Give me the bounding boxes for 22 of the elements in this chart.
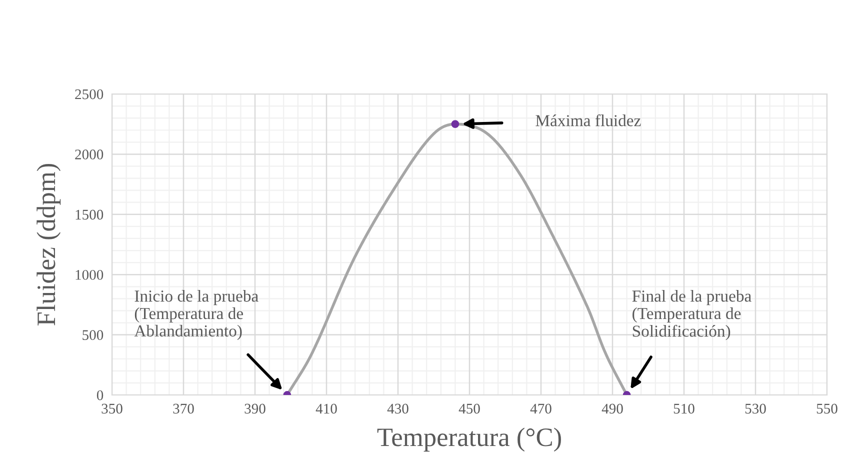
y-tick-label: 1000: [76, 270, 104, 280]
x-tick-label: 350: [102, 404, 122, 414]
x-tick-label: 430: [387, 404, 408, 414]
x-tick-label: 550: [816, 404, 838, 414]
x-tick-label: 490: [602, 404, 623, 414]
x-tick-label: 470: [530, 404, 552, 414]
y-tick-label: 2500: [75, 89, 104, 100]
y-tick-label: 500: [82, 330, 104, 340]
annotation: Inicio de la prueba (Temperatura de Ablandamiento): [134, 290, 258, 340]
y-tick-label: 0: [96, 390, 104, 400]
y-tick-label: 2000: [75, 150, 104, 160]
x-tick-label: 450: [458, 404, 480, 414]
annotation: Máxima fluidez: [536, 114, 641, 126]
x-tick-label: 510: [674, 404, 694, 414]
x-tick-label: 390: [244, 404, 266, 414]
x-tick-label: 530: [745, 404, 766, 414]
y-axis-title: Fluidez (ddpm): [36, 164, 61, 326]
x-axis-title: Temperatura (°C): [377, 428, 561, 452]
x-tick-label: 370: [173, 404, 194, 414]
annotation: Final de la prueba (Temperatura de Solidificación): [632, 290, 752, 340]
y-tick-label: 1500: [76, 210, 104, 220]
x-tick-label: 410: [316, 404, 337, 414]
